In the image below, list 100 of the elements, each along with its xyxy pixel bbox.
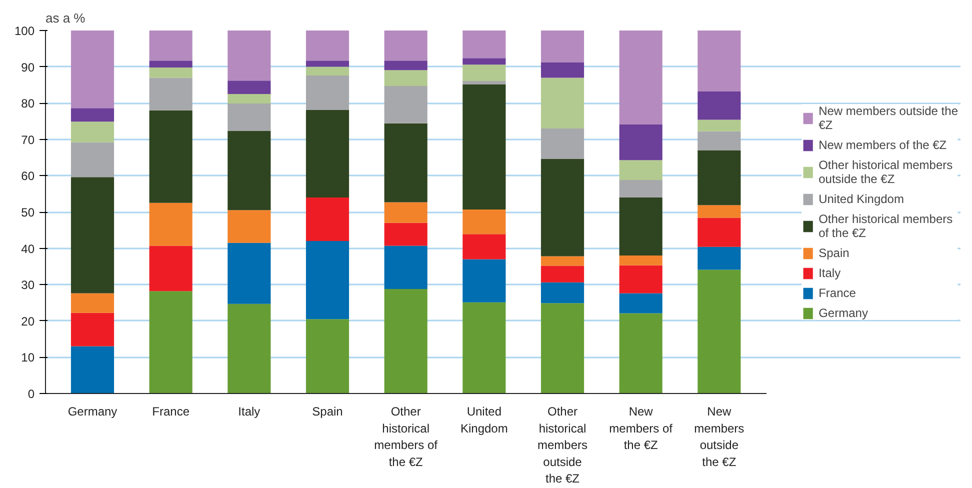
bar: [698, 131, 741, 150]
bar: [540, 256, 584, 266]
bar: [228, 30, 271, 81]
bar: [228, 80, 271, 94]
bar: [384, 86, 428, 124]
bar: [384, 30, 428, 61]
bar: [462, 30, 506, 58]
bar: [540, 159, 584, 256]
legend-label: Other historical members outside the €Z: [818, 158, 953, 186]
y-tick-label: 70: [21, 132, 35, 147]
bar: [306, 30, 350, 61]
bar: [149, 246, 192, 292]
y-tick-label: 40: [21, 242, 35, 256]
bar: [149, 291, 192, 394]
legend-label: Italy: [818, 266, 842, 280]
bar: [384, 202, 428, 223]
bar: [462, 234, 506, 260]
legend-label: Spain: [818, 246, 850, 260]
y-tick-label: 20: [21, 314, 35, 328]
bar: [698, 205, 741, 218]
y-tick-label: 30: [21, 278, 35, 292]
bar: [619, 30, 662, 125]
bar: [228, 242, 271, 304]
bar: [698, 218, 741, 247]
bar: [462, 302, 506, 394]
bar: [462, 64, 506, 81]
y-tick-label: 50: [21, 206, 35, 220]
bar: [619, 197, 662, 256]
bar: [540, 62, 584, 78]
bar: [70, 312, 114, 346]
bar: [540, 30, 584, 62]
y-tick-label: 0: [28, 387, 35, 401]
bar: [384, 246, 428, 289]
bar: [228, 131, 271, 210]
bar: [70, 108, 114, 122]
bar: [462, 84, 506, 210]
bar: [384, 123, 428, 202]
bar: [619, 180, 662, 198]
bar: [306, 60, 350, 67]
x-tick-label: France: [152, 404, 190, 418]
bar: [619, 256, 662, 266]
bar: [70, 30, 114, 108]
bar: [619, 160, 662, 180]
bar: [228, 304, 271, 394]
bar: [540, 78, 584, 129]
x-tick-label: New members outside the €Z: [694, 404, 744, 469]
bar: [462, 209, 506, 234]
y-tick-label: 80: [21, 96, 35, 111]
x-tick-label: Other historical members outside the €Z: [537, 404, 588, 486]
bar: [70, 293, 114, 313]
legend-label: United Kingdom: [818, 192, 904, 206]
bar: [540, 282, 584, 304]
bar: [70, 142, 114, 178]
bar: [306, 76, 350, 110]
y-axis-title: as a %: [46, 10, 86, 26]
bar: [384, 288, 428, 394]
y-tick-label: 100: [14, 24, 35, 38]
bar: [306, 319, 350, 394]
legend-label: New members outside the €Z: [818, 104, 958, 132]
bar: [228, 210, 271, 243]
bar: [149, 78, 192, 110]
y-tick-label: 60: [21, 169, 35, 184]
legend-label: Germany: [818, 306, 869, 320]
bar: [306, 197, 350, 242]
bar: [228, 103, 271, 132]
legend-label: Other historical members of the €Z: [818, 212, 953, 240]
bar: [149, 110, 192, 203]
bar: [149, 60, 192, 68]
bar: [619, 293, 662, 314]
bar: [70, 177, 114, 294]
bar: [384, 70, 428, 86]
bar: [306, 241, 350, 320]
bar: [384, 60, 428, 70]
bar: [698, 270, 741, 394]
legend-label: New members of the €Z: [818, 138, 947, 152]
bar: [384, 222, 428, 246]
bar: [228, 94, 271, 104]
bar: [540, 266, 584, 282]
y-tick-label: 90: [21, 60, 35, 74]
bar: [462, 58, 506, 65]
bar: [540, 303, 584, 394]
x-tick-label: United Kingdom: [460, 404, 508, 436]
x-tick-label: Germany: [68, 404, 118, 418]
bar: [70, 122, 114, 142]
bar: [306, 110, 350, 198]
legend-label: France: [818, 286, 857, 300]
x-tick-label: Other historical members of the €Z: [374, 404, 438, 469]
bar: [462, 80, 506, 84]
bar: [698, 30, 741, 92]
bar: [149, 30, 192, 61]
bar: [70, 346, 114, 394]
bar: [149, 202, 192, 246]
x-tick-label: New members of the €Z: [609, 404, 674, 452]
bar: [149, 68, 192, 78]
bar: [698, 91, 741, 120]
bar: [462, 259, 506, 302]
bar: [619, 265, 662, 294]
bar: [698, 246, 741, 270]
x-tick-label: Italy: [238, 404, 260, 418]
bar: [306, 66, 350, 76]
